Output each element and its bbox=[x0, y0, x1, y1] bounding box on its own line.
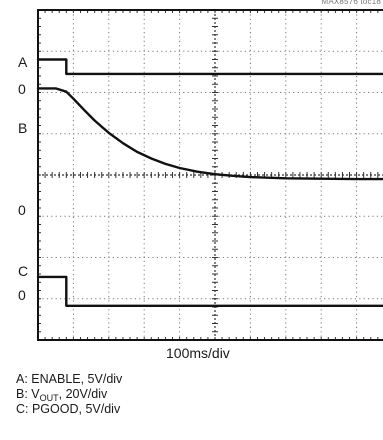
figure-id: MAX8576 toc18 bbox=[321, 0, 381, 6]
channel-legend: A: ENABLE, 5V/div B: VOUT, 20V/div C: PG… bbox=[16, 372, 122, 417]
channel-b-zero-label: 0 bbox=[18, 202, 26, 218]
legend-channel-a: A: ENABLE, 5V/div bbox=[16, 372, 123, 386]
legend-b-prefix: B: V bbox=[16, 387, 40, 401]
trace-pgood bbox=[36, 275, 383, 307]
trace-vout bbox=[36, 87, 383, 181]
channel-a-label: A bbox=[18, 54, 28, 70]
legend-channel-b: B: VOUT, 20V/div bbox=[16, 387, 122, 403]
legend-channel-c: C: PGOOD, 5V/div bbox=[16, 402, 121, 416]
traces bbox=[36, 58, 383, 307]
channel-b-label: B bbox=[18, 120, 28, 136]
channel-c-label: C bbox=[18, 263, 29, 279]
legend-b-suffix: , 20V/div bbox=[58, 387, 108, 401]
legend-b-subscript: OUT bbox=[39, 393, 59, 403]
trace-enable bbox=[36, 58, 383, 76]
time-per-division-label: 100ms/div bbox=[166, 345, 230, 361]
channel-c-zero-label: 0 bbox=[18, 287, 26, 303]
graticule bbox=[37, 9, 383, 341]
channel-a-zero-label: 0 bbox=[18, 81, 26, 97]
plot-frame bbox=[37, 9, 383, 341]
